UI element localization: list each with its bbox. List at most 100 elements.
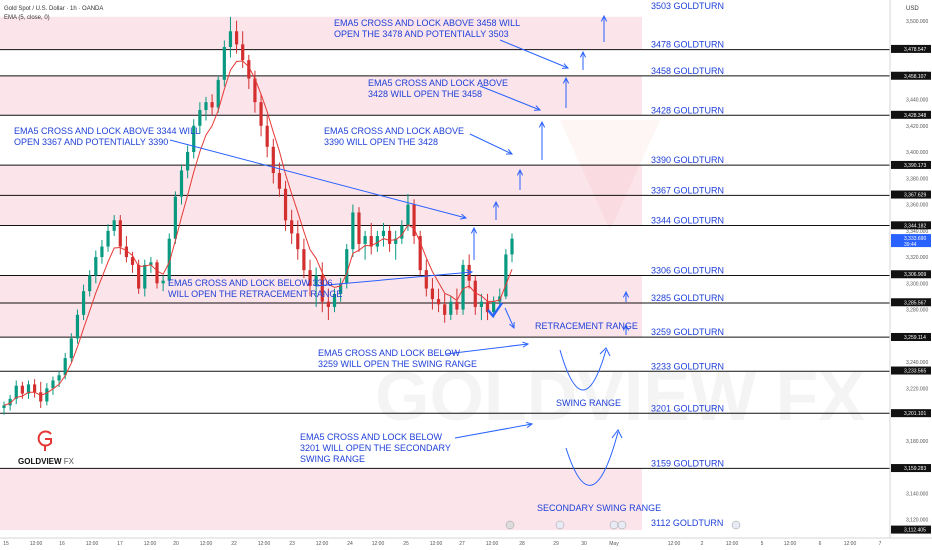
ema-indicator-label[interactable]: EMA (5, close, 0) [4, 15, 50, 21]
time-tick-label: 23 [289, 541, 295, 547]
price-tick-label: 3,240.000 [906, 360, 928, 366]
price-tick-label: 3,180.000 [906, 439, 928, 445]
time-tick-label: 25 [403, 541, 409, 547]
arrow-head [533, 105, 542, 111]
candle-body [81, 291, 86, 315]
annotation-text: 3201 WILL OPEN THE SECONDARY [300, 443, 451, 453]
level-badge-label: 3,344.182 [904, 223, 926, 229]
level-badge-label: 3,367.629 [904, 193, 926, 199]
candle-body [345, 249, 349, 284]
candle-body [118, 220, 122, 247]
level-badge-label: 3,112.405 [904, 528, 926, 534]
goldturn-label: 3503 GOLDTURN [651, 1, 724, 11]
goldturn-label: 3428 GOLDTURN [651, 105, 724, 115]
event-icons [505, 520, 741, 530]
goldturn-labels: 3503 GOLDTURN 3478 GOLDTURN 3458 GOLDTURN 3… [651, 1, 724, 528]
candle-body [332, 293, 337, 307]
arrow-line [504, 307, 515, 329]
arrow-head [611, 429, 623, 439]
time-tick-label: 28 [519, 541, 525, 547]
goldturn-label: 3112 GOLDTURN [651, 518, 723, 528]
annotation-text: WILL OPEN THE RETRACEMENT RANGE [168, 289, 342, 299]
price-axis: 3,500.0003,480.0003,460.0003,440.0003,42… [889, 0, 931, 538]
level-badge [891, 332, 931, 341]
candle-body [308, 270, 312, 286]
candle-body [222, 47, 226, 80]
pink-band [0, 75, 642, 116]
current-price-timer: 39:44 [904, 242, 917, 248]
arrow-head [561, 63, 570, 69]
level-badge [891, 366, 931, 375]
time-tick-label: 12:00 [486, 541, 499, 547]
candle-body [155, 262, 159, 284]
candle-body [381, 230, 386, 237]
arrow-head [526, 421, 534, 428]
goldturn-label: 3306 GOLDTURN [651, 265, 724, 275]
level-badge [891, 44, 931, 53]
watermark-logo-shape [560, 120, 660, 230]
arrow-line [479, 85, 541, 111]
time-tick-label: 12:00 [668, 541, 681, 547]
candle-body [265, 125, 269, 147]
candle-body [412, 204, 416, 237]
candle-body [504, 254, 508, 297]
candle-body [455, 301, 459, 310]
arrow-head [562, 76, 570, 84]
goldturn-label: 3344 GOLDTURN [651, 216, 724, 226]
candle-body [418, 236, 422, 271]
candle-body [351, 212, 355, 250]
candle-body [357, 212, 361, 244]
candle-body [394, 238, 398, 244]
arrow-head [505, 149, 514, 155]
time-tick-label: 12:00 [258, 541, 271, 547]
candle-body [167, 238, 171, 281]
candle-body [320, 275, 324, 302]
arrow-line [169, 139, 467, 219]
candle-body [57, 375, 61, 381]
arrow-head [466, 269, 474, 276]
candle-body [369, 236, 373, 247]
candle-body [45, 388, 49, 402]
candle-body [461, 264, 465, 310]
arrow-line [445, 343, 529, 355]
time-tick-label: 5 [761, 541, 764, 547]
range-label: RETRACEMENT RANGE [535, 321, 638, 331]
time-tick-label: 12:00 [316, 541, 329, 547]
arrow-line [315, 271, 473, 287]
price-tick-label: 3,320.000 [906, 255, 928, 261]
candle-body [186, 152, 190, 171]
range-label: SWING RANGE [556, 398, 621, 408]
candle-body [387, 230, 392, 244]
candle-body [100, 246, 104, 258]
candle-body [192, 125, 196, 153]
candle-body [124, 246, 129, 258]
candle-body [271, 146, 275, 174]
level-badge [891, 298, 931, 307]
level-badge [891, 110, 931, 119]
current-price-badge [891, 234, 931, 248]
current-price-label: 3,333.690 [904, 236, 926, 242]
time-tick-label: 30 [581, 541, 587, 547]
annotation-text: 3259 WILL OPEN THE SWING RANGE [318, 359, 477, 369]
annotation-text: EMA5 CROSS AND LOCK ABOVE 3458 WILL [334, 18, 520, 28]
price-tick-label: 3,220.000 [906, 386, 928, 392]
candle-body [247, 60, 251, 79]
level-badge-label: 3,285.567 [904, 300, 926, 306]
goldturn-label: 3159 GOLDTURN [651, 458, 724, 468]
time-tick-label: 17 [117, 541, 123, 547]
arrow-line [499, 39, 569, 69]
candle-body [314, 275, 318, 286]
candle-body [173, 196, 177, 239]
candle-body [149, 262, 153, 265]
goldturn-label: 3478 GOLDTURN [651, 40, 724, 50]
arrow-head [579, 50, 587, 58]
arrow-line [469, 133, 513, 155]
logo-name-bold: GOLDVIEW [18, 457, 62, 466]
economic-event-icon [505, 520, 515, 530]
candle-body [204, 102, 208, 111]
time-tick-label: 6 [819, 541, 822, 547]
time-tick-label: 12:00 [784, 541, 797, 547]
candle-body [296, 233, 300, 250]
annotation-text: EMA5 CROSS AND LOCK BELOW 3306 [168, 278, 333, 288]
